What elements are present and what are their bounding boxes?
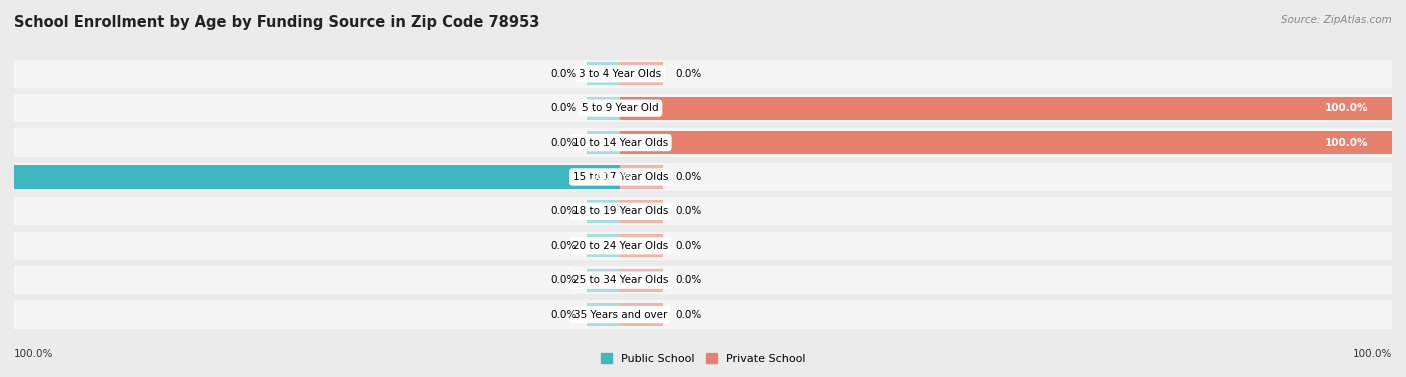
Bar (586, 234, 620, 257)
Bar (586, 62, 620, 85)
Text: School Enrollment by Age by Funding Source in Zip Code 78953: School Enrollment by Age by Funding Sour… (14, 15, 540, 30)
Bar (620, 303, 662, 326)
Bar (586, 131, 620, 154)
Text: 0.0%: 0.0% (675, 206, 702, 216)
Text: 100.0%: 100.0% (1326, 138, 1369, 147)
Text: 100.0%: 100.0% (591, 172, 634, 182)
Text: 0.0%: 0.0% (551, 206, 576, 216)
Bar (620, 200, 662, 223)
Text: 100.0%: 100.0% (1326, 103, 1369, 113)
Text: 0.0%: 0.0% (551, 241, 576, 251)
Text: 35 Years and over: 35 Years and over (574, 310, 666, 320)
Text: 15 to 17 Year Olds: 15 to 17 Year Olds (572, 172, 668, 182)
Bar (586, 303, 620, 326)
Text: 5 to 9 Year Old: 5 to 9 Year Old (582, 103, 658, 113)
Text: 0.0%: 0.0% (675, 69, 702, 79)
Text: 100.0%: 100.0% (14, 349, 53, 359)
Text: 18 to 19 Year Olds: 18 to 19 Year Olds (572, 206, 668, 216)
Text: 0.0%: 0.0% (675, 275, 702, 285)
Bar (620, 166, 662, 188)
Text: 3 to 4 Year Olds: 3 to 4 Year Olds (579, 69, 661, 79)
Bar (620, 62, 662, 85)
Text: 10 to 14 Year Olds: 10 to 14 Year Olds (572, 138, 668, 147)
Text: 0.0%: 0.0% (551, 275, 576, 285)
Text: 25 to 34 Year Olds: 25 to 34 Year Olds (572, 275, 668, 285)
Text: 0.0%: 0.0% (551, 138, 576, 147)
Text: 20 to 24 Year Olds: 20 to 24 Year Olds (572, 241, 668, 251)
Text: 0.0%: 0.0% (675, 310, 702, 320)
Legend: Public School, Private School: Public School, Private School (600, 354, 806, 364)
Bar (586, 200, 620, 223)
Bar (586, 97, 620, 120)
Bar (620, 268, 662, 292)
Text: 0.0%: 0.0% (551, 103, 576, 113)
Text: 0.0%: 0.0% (551, 69, 576, 79)
Bar (586, 268, 620, 292)
Bar (14, 166, 620, 188)
Text: 100.0%: 100.0% (1353, 349, 1392, 359)
Text: 0.0%: 0.0% (675, 172, 702, 182)
Bar (620, 234, 662, 257)
Bar (620, 97, 1392, 120)
Text: 0.0%: 0.0% (551, 310, 576, 320)
Text: Source: ZipAtlas.com: Source: ZipAtlas.com (1281, 15, 1392, 25)
Text: 0.0%: 0.0% (675, 241, 702, 251)
Bar (620, 131, 1392, 154)
